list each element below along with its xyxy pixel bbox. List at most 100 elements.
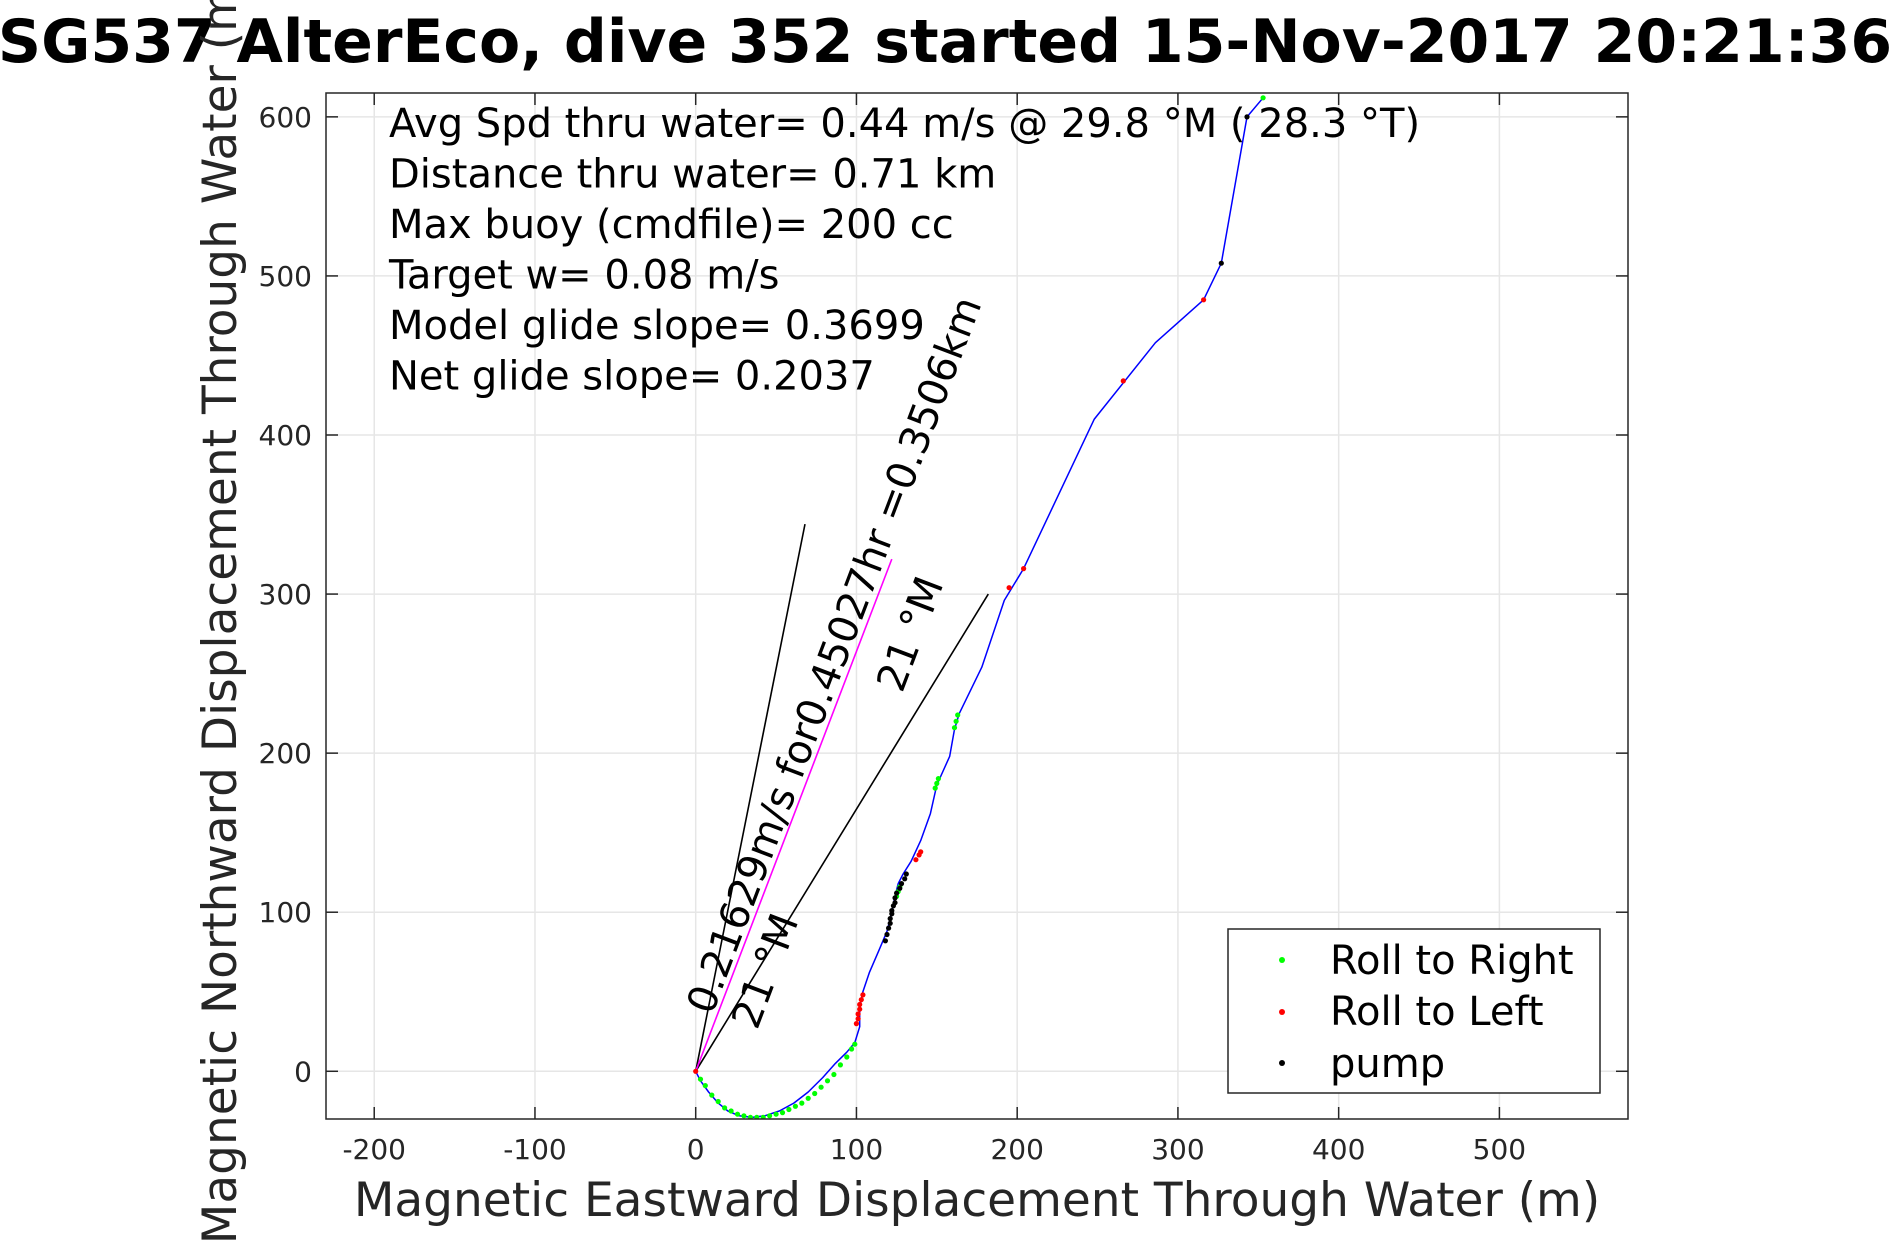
roll-left-point bbox=[855, 1016, 861, 1022]
annotation-block: Avg Spd thru water= 0.44 m/s @ 29.8 °M (… bbox=[388, 101, 1420, 400]
pump-point bbox=[903, 871, 909, 877]
legend-marker-pump bbox=[1279, 1060, 1285, 1066]
roll-right-point bbox=[932, 785, 938, 791]
roll-right-point bbox=[715, 1098, 721, 1105]
roll-right-point bbox=[760, 1114, 766, 1119]
roll-right-point bbox=[852, 1041, 858, 1047]
pump-point bbox=[882, 938, 889, 944]
x-tick-label: 200 bbox=[990, 1133, 1043, 1166]
data-layer bbox=[693, 95, 1266, 1119]
roll-right-point bbox=[786, 1106, 792, 1113]
roll-left-point bbox=[693, 1068, 699, 1074]
roll-left-point bbox=[1006, 585, 1012, 591]
roll-left-point bbox=[858, 997, 864, 1003]
current-line bbox=[694, 558, 893, 1072]
roll-right-point bbox=[779, 1110, 786, 1116]
y-tick-label: 100 bbox=[259, 896, 312, 929]
pump-point bbox=[887, 916, 893, 922]
annotation-line: Avg Spd thru water= 0.44 m/s @ 29.8 °M (… bbox=[389, 101, 1420, 147]
y-tick-label: 600 bbox=[259, 101, 312, 134]
legend-box bbox=[1227, 928, 1601, 1094]
roll-right-point bbox=[935, 776, 942, 782]
y-tick-label: 300 bbox=[259, 578, 312, 611]
pump-point bbox=[887, 920, 893, 926]
roll-right-point bbox=[754, 1114, 760, 1119]
roll-right-point bbox=[722, 1105, 728, 1111]
tick-layer: -200 -100 0 100 200 300 400 500 0 100 200 300 400 500… bbox=[259, 93, 1628, 1166]
legend-marker-roll-right bbox=[1279, 957, 1285, 963]
x-tick-label: 0 bbox=[687, 1133, 705, 1166]
x-tick-label: 300 bbox=[1151, 1133, 1204, 1166]
roll-right-point bbox=[697, 1076, 704, 1082]
legend-label-roll-right: Roll to Right bbox=[1330, 938, 1574, 984]
roll-right-point bbox=[773, 1111, 779, 1117]
roll-left-point bbox=[860, 992, 866, 998]
pump-point bbox=[898, 881, 905, 887]
legend-label-roll-left: Roll to Left bbox=[1330, 989, 1544, 1035]
x-tick-label: 500 bbox=[1473, 1133, 1526, 1166]
roll-right-point bbox=[812, 1090, 818, 1097]
roll-right-point bbox=[934, 780, 940, 787]
y-tick-label: 400 bbox=[259, 419, 312, 452]
y-axis-label: Magnetic Northward Displacement Through … bbox=[193, 0, 248, 1244]
pump-point bbox=[894, 890, 900, 896]
annotation-line: Distance thru water= 0.71 km bbox=[389, 152, 996, 198]
roll-left-point bbox=[1120, 378, 1126, 384]
chart-title: SG537 AlterEco, dive 352 started 15-Nov-… bbox=[0, 7, 1890, 77]
roll-right-point bbox=[824, 1078, 831, 1084]
roll-right-point bbox=[951, 725, 958, 731]
roll-right-point bbox=[734, 1111, 741, 1117]
pump-point bbox=[886, 925, 892, 931]
axes-frame bbox=[325, 92, 1629, 1120]
legend: Roll to Right Roll to Left pump bbox=[1227, 928, 1601, 1094]
annotation-line: Model glide slope= 0.3699 bbox=[389, 303, 925, 349]
x-tick-label: -200 bbox=[342, 1133, 406, 1166]
roll-left-point bbox=[918, 849, 924, 855]
y-tick-label: 0 bbox=[294, 1055, 312, 1088]
roll-right-point bbox=[805, 1095, 811, 1101]
roll-left-point bbox=[913, 857, 919, 863]
roll-right-point bbox=[728, 1108, 734, 1114]
x-axis-label: Magnetic Eastward Displacement Through W… bbox=[354, 1173, 1600, 1228]
roll-right-point bbox=[818, 1084, 824, 1090]
annotation-line: Target w= 0.08 m/s bbox=[388, 253, 779, 299]
pump-point bbox=[1218, 260, 1224, 266]
roll-left-point bbox=[1021, 566, 1027, 572]
x-tick-label: 100 bbox=[830, 1133, 883, 1166]
roll-right-point bbox=[747, 1114, 753, 1119]
y-tick-label: 200 bbox=[259, 737, 312, 770]
roll-right-point bbox=[741, 1113, 747, 1119]
roll-left-point bbox=[857, 1001, 863, 1008]
pump-point bbox=[889, 908, 895, 914]
pump-point bbox=[892, 900, 898, 906]
annotation-line: Net glide slope= 0.2037 bbox=[389, 354, 875, 400]
x-tick-label: -100 bbox=[503, 1133, 567, 1166]
roll-left-point bbox=[857, 1006, 863, 1012]
roll-right-point bbox=[702, 1083, 708, 1089]
roll-right-point bbox=[844, 1054, 850, 1060]
pump-point bbox=[902, 876, 908, 882]
roll-right-point bbox=[767, 1113, 773, 1119]
legend-label-pump: pump bbox=[1330, 1041, 1445, 1087]
y-tick-label: 500 bbox=[259, 260, 312, 293]
pump-point bbox=[892, 895, 898, 901]
pump-point bbox=[884, 931, 890, 938]
roll-right-point bbox=[953, 718, 959, 724]
roll-right-point bbox=[837, 1062, 844, 1068]
pump-point bbox=[1244, 114, 1250, 120]
legend-marker-roll-left bbox=[1279, 1009, 1285, 1015]
annotation-line: Max buoy (cmdfile)= 200 cc bbox=[389, 202, 954, 248]
roll-right-point bbox=[792, 1103, 799, 1109]
roll-left-point bbox=[1201, 297, 1207, 303]
roll-left-point bbox=[855, 1011, 861, 1017]
roll-right-point bbox=[709, 1092, 715, 1098]
heading-line-1 bbox=[694, 523, 806, 1072]
pump-point bbox=[897, 885, 903, 891]
roll-left-point bbox=[853, 1021, 860, 1027]
roll-right-point bbox=[799, 1100, 805, 1106]
roll-right-point bbox=[831, 1071, 837, 1078]
roll-right-point bbox=[1260, 95, 1266, 101]
roll-right-point bbox=[849, 1046, 855, 1052]
roll-right-point bbox=[955, 712, 961, 718]
